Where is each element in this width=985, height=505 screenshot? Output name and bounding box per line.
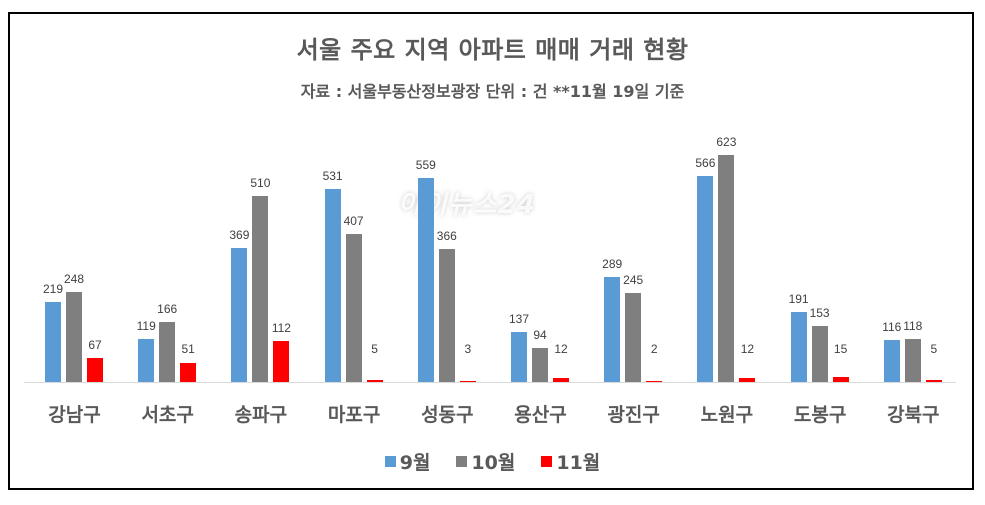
bar: [553, 377, 569, 382]
data-label: 5: [930, 342, 938, 356]
data-label: 12: [554, 342, 568, 356]
data-label: 137: [508, 312, 530, 327]
bar: [45, 302, 61, 382]
bar: [366, 380, 383, 382]
category-label: 용산구: [514, 404, 567, 426]
bar: [87, 357, 103, 382]
category-label: 성동구: [421, 404, 474, 426]
bar: [345, 233, 362, 382]
category-label: 노원구: [700, 404, 754, 426]
data-label: 407: [343, 213, 364, 228]
data-label: 510: [250, 176, 271, 191]
data-label: 219: [42, 282, 64, 297]
data-label: 366: [436, 228, 457, 243]
bar: [159, 321, 176, 382]
data-label: 245: [623, 272, 644, 287]
bar: [739, 377, 756, 382]
bar: [832, 376, 849, 382]
bar: [324, 188, 341, 382]
data-label: 3: [464, 342, 472, 356]
data-label: 566: [695, 155, 716, 170]
data-label: 15: [833, 342, 848, 356]
chart-title: 서울 주요 지역 아파트 매매 거래 현황: [296, 36, 689, 64]
data-label: 289: [602, 256, 623, 271]
bar: [883, 339, 900, 382]
bar: [790, 312, 807, 382]
category-label: 마포구: [327, 404, 381, 426]
bar: [417, 178, 434, 382]
bar: [66, 291, 82, 382]
data-label: 12: [740, 342, 755, 356]
legend-item: 9월: [384, 448, 431, 475]
category-label: 서초구: [141, 404, 194, 426]
data-label: 248: [63, 271, 85, 286]
data-label: 51: [181, 342, 195, 356]
category-label: 송파구: [234, 404, 288, 426]
legend-swatch-icon: [384, 456, 396, 467]
legend-label: 9월: [399, 452, 431, 474]
chart-subtitle: 자료 : 서울부동산정보광장 단위 : 건 **11월 19일 기준: [300, 82, 685, 101]
data-label: 166: [157, 301, 178, 316]
bar: [273, 341, 290, 382]
bar: [231, 247, 248, 382]
category-label: 도봉구: [793, 404, 847, 426]
legend-item: 10월: [456, 448, 515, 475]
category-label: 강남구: [48, 404, 101, 426]
data-label: 112: [271, 321, 291, 336]
data-label: 623: [716, 135, 737, 149]
bar: [438, 248, 455, 382]
data-label: 2: [650, 342, 658, 356]
data-label: 531: [322, 168, 343, 183]
legend-item: 11월: [541, 448, 600, 475]
chart-frame: [8, 12, 974, 490]
bar: [459, 380, 476, 382]
data-label: 118: [903, 319, 923, 333]
bar: [252, 196, 269, 382]
data-label: 153: [809, 306, 830, 321]
bar: [625, 292, 642, 382]
bar: [904, 339, 921, 382]
data-label: 5: [371, 342, 378, 356]
legend-label: 10월: [471, 452, 516, 474]
x-axis-line: [24, 382, 956, 383]
bar: [511, 332, 527, 382]
bar: [532, 347, 548, 382]
bar: [604, 276, 621, 382]
category-label: 광진구: [607, 404, 660, 426]
data-label: 116: [882, 319, 902, 334]
bar: [697, 175, 714, 382]
legend-label: 11월: [556, 452, 601, 474]
data-label: 119: [136, 318, 156, 333]
legend-swatch-icon: [541, 456, 553, 467]
bar: [180, 363, 197, 382]
bar: [138, 338, 155, 382]
bar: [811, 326, 828, 382]
bar: [925, 380, 942, 382]
category-label: 강북구: [887, 404, 940, 426]
data-label: 369: [229, 227, 250, 242]
legend: 9월 10월 11월: [0, 448, 985, 475]
data-label: 191: [788, 292, 809, 307]
data-label: 94: [533, 327, 547, 342]
bar: [718, 155, 735, 382]
legend-swatch-icon: [456, 456, 468, 467]
data-label: 67: [88, 337, 102, 352]
bar: [646, 380, 663, 382]
data-label: 559: [415, 158, 436, 173]
